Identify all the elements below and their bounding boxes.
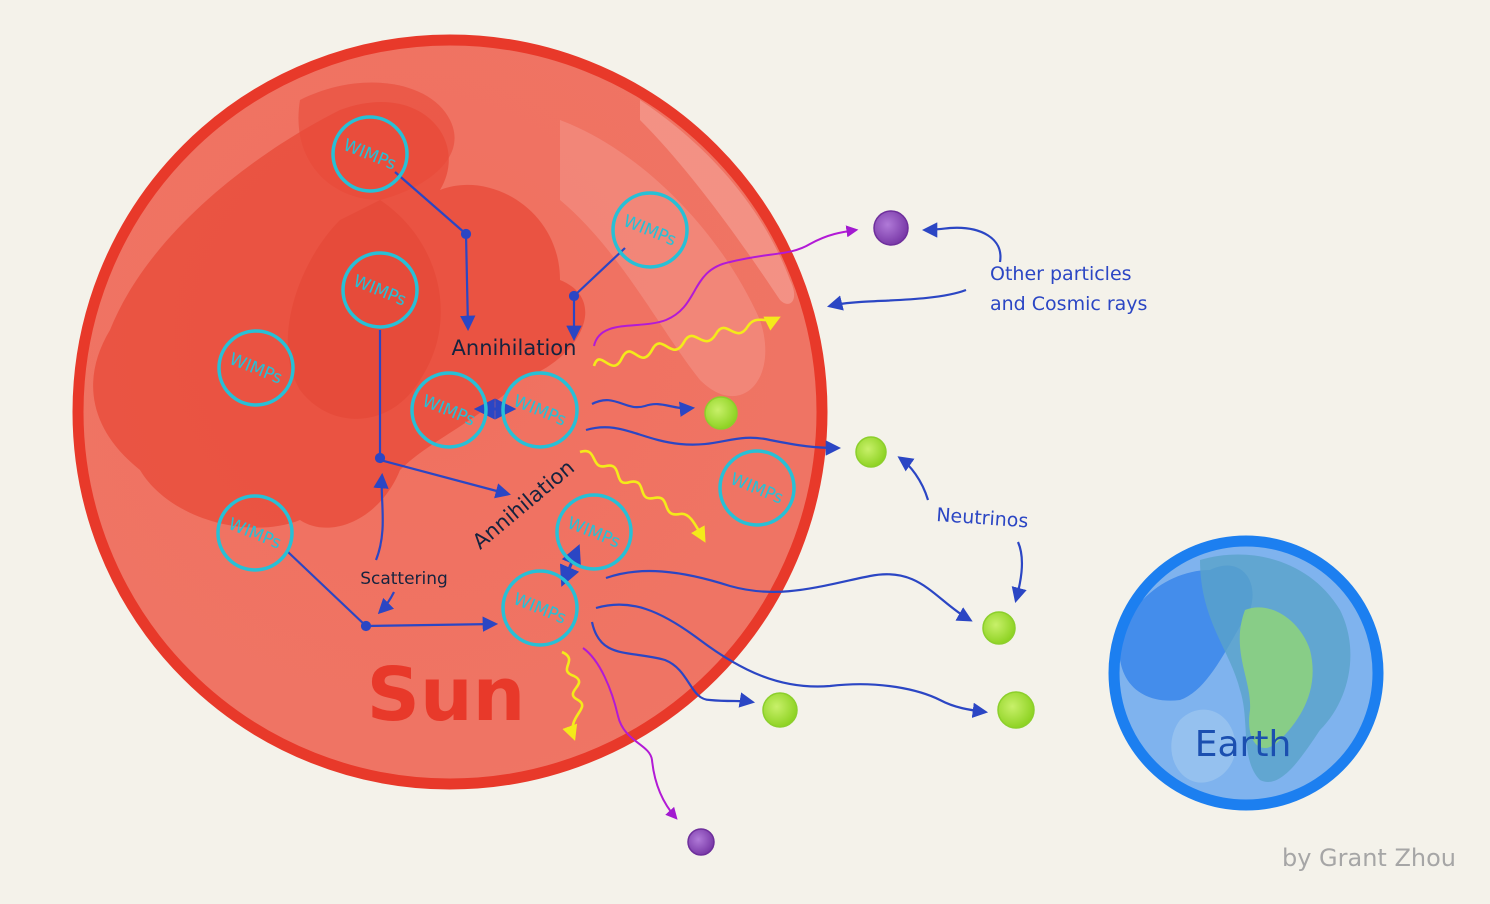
gamma-ray-2 — [579, 449, 706, 543]
neutrino-particle — [762, 692, 798, 728]
neutrinos-arrow-2 — [1011, 541, 1027, 603]
earth: Earth — [1108, 535, 1384, 811]
neutrinos-label: Neutrinos — [936, 504, 1029, 532]
neutrino-path-1 — [591, 399, 696, 417]
path-wimp-to-junction-1 — [394, 171, 467, 235]
junction-dot — [568, 290, 580, 302]
gamma-ray-1 — [592, 316, 781, 367]
junction-dot — [460, 228, 472, 240]
neutrinos-arrow-1 — [897, 456, 930, 501]
sun-rim — [72, 34, 828, 790]
neutrino-path-2 — [585, 426, 842, 456]
neutrino-path-4 — [595, 603, 989, 719]
credit-label: by Grant Zhou — [1282, 844, 1456, 872]
scattering-arrow-down — [377, 591, 395, 615]
sun-label: Sun — [367, 652, 526, 738]
earth-label: Earth — [1195, 724, 1292, 765]
neutrino-particles — [704, 396, 1035, 729]
arrow-to-annihilation-1 — [460, 233, 476, 332]
neutrino-particle — [997, 691, 1035, 729]
path-wimp-to-junction-2 — [573, 247, 626, 297]
cosmic-particle — [873, 210, 909, 246]
neutrino-path-3 — [605, 569, 973, 622]
arrow-to-annihilation-3 — [379, 458, 511, 499]
scattering-label: Scattering — [360, 569, 448, 589]
neutrino-particle — [855, 436, 887, 468]
gamma-rays — [561, 316, 781, 741]
earth-rim — [1108, 535, 1384, 811]
sun: Sun — [72, 34, 828, 790]
cosmic-particles — [687, 210, 909, 856]
other-particles-arrow-2 — [827, 288, 967, 311]
neutrino-particle — [704, 396, 738, 430]
annihilation-double-arrow-2 — [559, 544, 582, 587]
cosmic-path-1 — [593, 225, 859, 347]
interaction-paths — [287, 171, 1027, 719]
cosmic-paths — [582, 225, 859, 820]
cosmic-path-2 — [582, 647, 678, 820]
neutrino-path-5 — [590, 621, 756, 708]
annihilation-label-upper: Annihilation — [452, 336, 577, 360]
neutrino-particle — [982, 611, 1016, 645]
path-wimp-to-junction-4 — [287, 551, 367, 627]
arrow-to-annihilation-4 — [365, 616, 499, 632]
scattering-arrow-up — [373, 472, 389, 561]
earth-texture — [1119, 554, 1351, 783]
other-particles-label-line2: and Cosmic rays — [990, 293, 1147, 315]
cosmic-particle — [687, 828, 715, 856]
other-particles-label-line1: Other particles — [990, 263, 1132, 285]
other-particles-arrow-1 — [921, 222, 1002, 263]
gamma-ray-3 — [561, 650, 584, 741]
